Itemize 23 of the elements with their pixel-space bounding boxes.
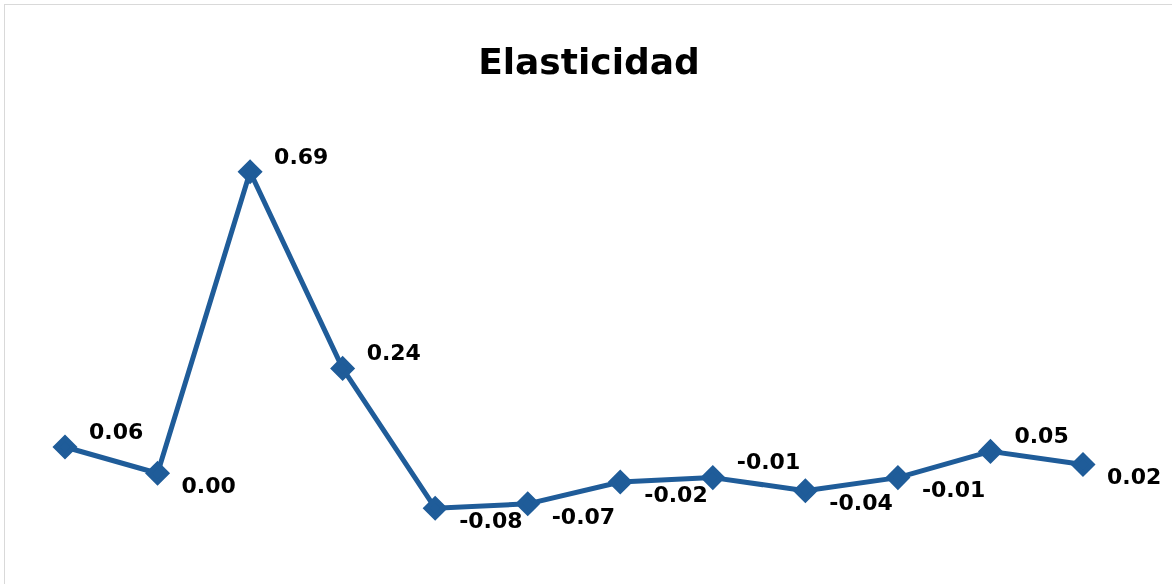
data-label: -0.07 <box>551 503 616 529</box>
point <box>793 479 817 503</box>
point <box>978 439 1002 463</box>
data-label: 0.24 <box>366 340 421 366</box>
data-label: 0.00 <box>181 472 236 498</box>
data-label: -0.04 <box>829 490 893 516</box>
point <box>608 470 632 494</box>
point <box>1071 453 1095 476</box>
chart-title: Elasticidad <box>477 41 701 82</box>
point <box>146 461 170 485</box>
point <box>331 356 355 380</box>
data-label: -0.02 <box>644 481 708 507</box>
point <box>53 435 77 459</box>
data-label: -0.08 <box>459 507 523 533</box>
point <box>238 160 262 184</box>
point <box>423 496 447 520</box>
data-label: 0.05 <box>1014 423 1069 449</box>
data-label: 0.02 <box>1107 464 1162 490</box>
data-label: -0.01 <box>921 477 986 503</box>
data-label: -0.01 <box>736 449 801 475</box>
point <box>886 466 910 490</box>
data-label: 0.69 <box>274 143 329 169</box>
data-label: 0.06 <box>89 418 144 444</box>
